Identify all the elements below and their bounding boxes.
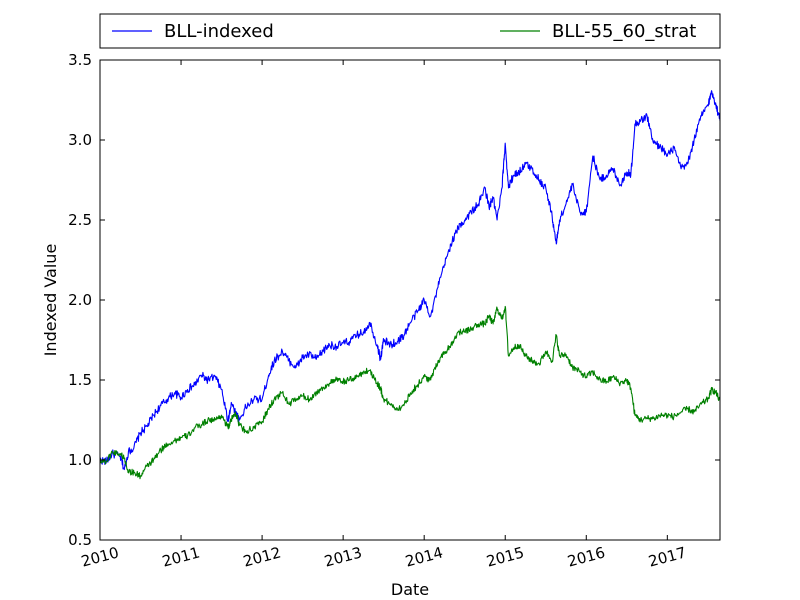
y-axis-label: Indexed Value: [41, 244, 60, 357]
x-axis-label: Date: [391, 580, 429, 599]
y-tick-label: 3.5: [68, 51, 92, 69]
y-tick-label: 1.5: [68, 371, 92, 389]
y-axis: 0.5 1.0 1.5 2.0 2.5 3.0 3.5: [68, 51, 720, 549]
y-tick-label: 0.5: [68, 531, 92, 549]
legend-label-bll-55-60-strat: BLL-55_60_strat: [552, 21, 696, 42]
legend-label-bll-indexed: BLL-indexed: [164, 21, 274, 42]
series-line-bll-55-60-strat: [99, 305, 721, 480]
legend-frame: [99, 13, 721, 49]
series-line-bll-indexed: [99, 90, 721, 471]
y-tick-label: 3.0: [68, 131, 92, 149]
y-tick-label: 2.0: [68, 291, 92, 309]
legend: BLL-indexed BLL-55_60_strat: [99, 13, 721, 49]
y-tick-label: 2.5: [68, 211, 92, 229]
plot-content: [99, 90, 721, 480]
y-tick-label: 1.0: [68, 451, 92, 469]
